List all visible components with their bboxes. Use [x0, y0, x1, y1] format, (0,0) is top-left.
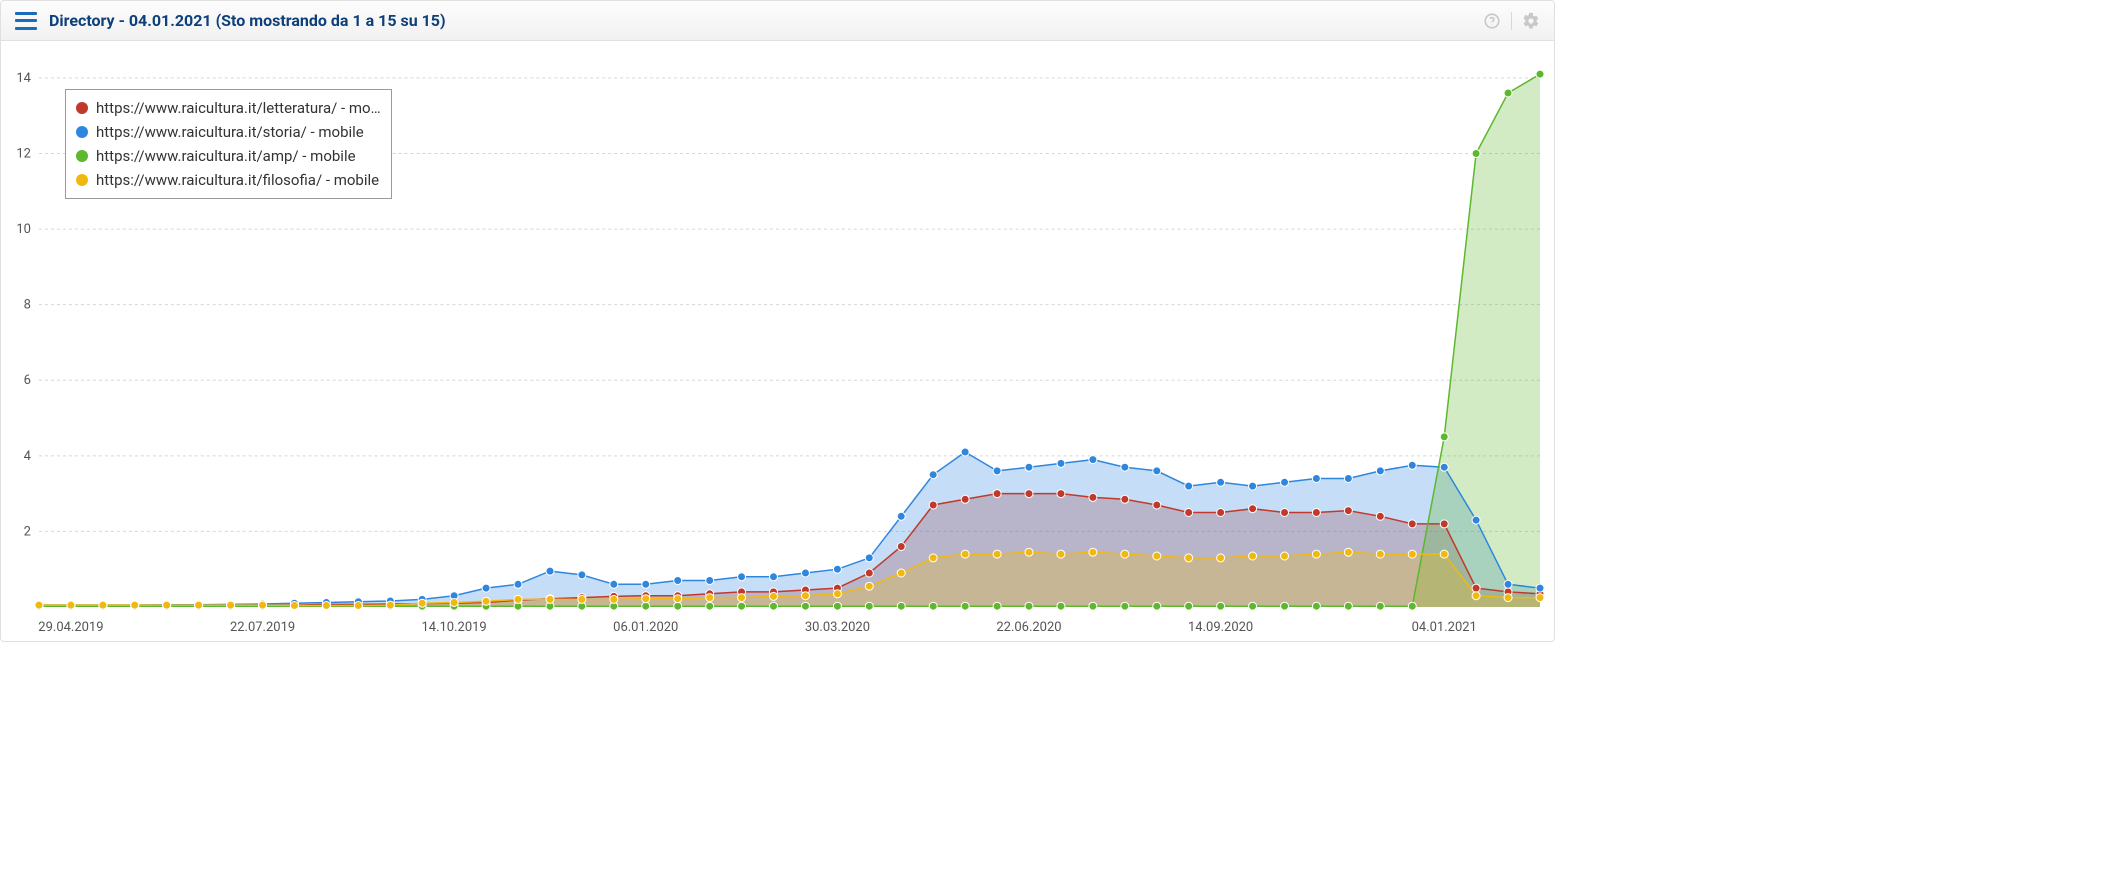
- svg-text:8: 8: [24, 298, 31, 313]
- svg-text:2: 2: [24, 524, 31, 539]
- legend-label: https://www.raicultura.it/storia/ - mobi…: [96, 123, 364, 141]
- svg-text:14: 14: [16, 71, 31, 86]
- panel-header-left: Directory - 04.01.2021 (Sto mostrando da…: [15, 11, 446, 30]
- header-divider: [1511, 12, 1512, 30]
- legend-item[interactable]: https://www.raicultura.it/amp/ - mobile: [76, 144, 381, 168]
- svg-text:30.03.2020: 30.03.2020: [805, 620, 870, 635]
- svg-text:22.06.2020: 22.06.2020: [996, 620, 1061, 635]
- panel-header-right: [1483, 12, 1540, 30]
- legend-marker-icon: [76, 174, 88, 186]
- legend-marker-icon: [76, 126, 88, 138]
- svg-text:10: 10: [16, 222, 31, 237]
- svg-text:04.01.2021: 04.01.2021: [1412, 620, 1477, 635]
- chart-legend: https://www.raicultura.it/letteratura/ -…: [65, 89, 392, 199]
- svg-text:06.01.2020: 06.01.2020: [613, 620, 678, 635]
- legend-marker-icon: [76, 150, 88, 162]
- svg-text:6: 6: [24, 373, 31, 388]
- legend-item[interactable]: https://www.raicultura.it/filosofia/ - m…: [76, 168, 381, 192]
- svg-text:14.10.2019: 14.10.2019: [422, 620, 487, 635]
- legend-marker-icon: [76, 102, 88, 114]
- svg-text:29.04.2019: 29.04.2019: [38, 620, 103, 635]
- panel-title: Directory - 04.01.2021 (Sto mostrando da…: [49, 11, 446, 30]
- svg-text:4: 4: [24, 449, 31, 464]
- svg-text:22.07.2019: 22.07.2019: [230, 620, 295, 635]
- legend-label: https://www.raicultura.it/filosofia/ - m…: [96, 171, 379, 189]
- legend-item[interactable]: https://www.raicultura.it/storia/ - mobi…: [76, 120, 381, 144]
- chart-area: 2 4 6 8 10 12 14 29.04.2019 22.07.2019 14.10.2019…: [1, 41, 1554, 641]
- chart-panel: Directory - 04.01.2021 (Sto mostrando da…: [0, 0, 1555, 642]
- legend-label: https://www.raicultura.it/amp/ - mobile: [96, 147, 356, 165]
- svg-text:12: 12: [16, 146, 31, 161]
- gear-icon[interactable]: [1522, 12, 1540, 30]
- legend-item[interactable]: https://www.raicultura.it/letteratura/ -…: [76, 96, 381, 120]
- svg-text:14.09.2020: 14.09.2020: [1188, 620, 1253, 635]
- chart-menu-icon[interactable]: [15, 12, 37, 30]
- panel-header: Directory - 04.01.2021 (Sto mostrando da…: [1, 1, 1554, 41]
- help-icon[interactable]: [1483, 12, 1501, 30]
- legend-label: https://www.raicultura.it/letteratura/ -…: [96, 99, 381, 117]
